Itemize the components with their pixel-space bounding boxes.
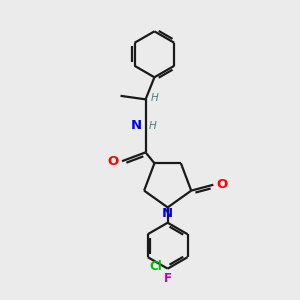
Text: Cl: Cl — [149, 260, 162, 272]
Text: O: O — [216, 178, 227, 191]
Text: H: H — [151, 93, 158, 103]
Text: N: N — [162, 207, 173, 220]
Text: N: N — [131, 119, 142, 132]
Text: F: F — [164, 272, 172, 285]
Text: O: O — [108, 155, 119, 168]
Text: H: H — [149, 121, 157, 131]
